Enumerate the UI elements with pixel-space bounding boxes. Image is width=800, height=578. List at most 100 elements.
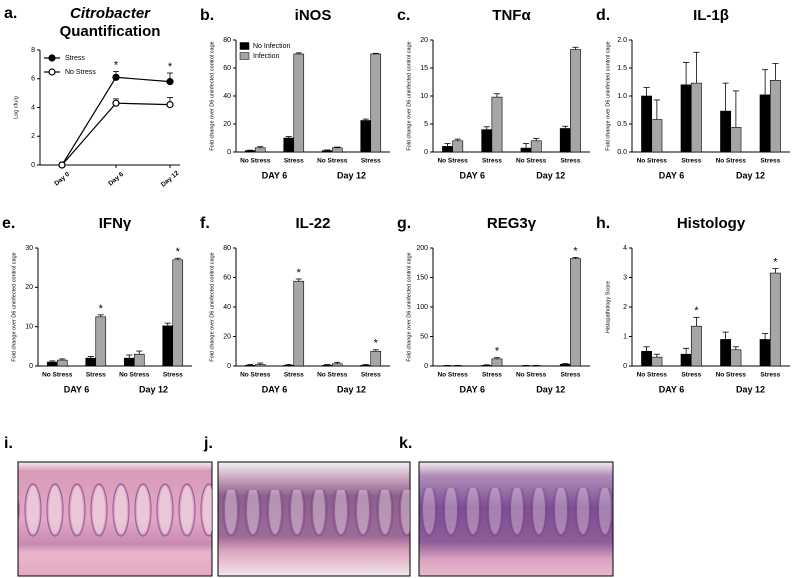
- bar: [680, 84, 692, 153]
- x-tick-label: Stress: [361, 158, 381, 165]
- point: [166, 78, 174, 86]
- y-tick-label: 60: [223, 65, 231, 72]
- x-tick-label: No Stress: [437, 158, 468, 165]
- y-tick-label: 20: [420, 37, 428, 44]
- bar: [442, 146, 453, 153]
- y-tick-label: 10: [25, 324, 33, 331]
- x-tick-label: No Stress: [119, 372, 150, 379]
- y-tick-label: 1: [623, 333, 627, 340]
- x-tick-label: No Stress: [240, 158, 271, 165]
- group-label: DAY 6: [459, 384, 485, 394]
- legend-label: Infection: [253, 53, 280, 60]
- bar: [491, 96, 503, 153]
- group-label: DAY 6: [459, 170, 485, 180]
- x-tick-label: Stress: [482, 372, 502, 379]
- legend-label: Stress: [65, 55, 85, 62]
- bar: [570, 49, 581, 153]
- x-tick-label: Stress: [284, 158, 304, 165]
- bar: [133, 353, 145, 367]
- line: [61, 76, 171, 166]
- panel-label: f.: [200, 215, 210, 232]
- y-axis-label: Log cfu/g: [13, 96, 19, 119]
- x-tick-label: No Stress: [240, 372, 271, 379]
- bar: [123, 357, 135, 367]
- bar: [283, 364, 295, 367]
- x-tick-label: Stress: [681, 158, 701, 165]
- x-tick-label: Stress: [560, 372, 580, 379]
- x-tick-label: No Stress: [637, 158, 668, 165]
- line: [61, 102, 171, 166]
- bar: [559, 363, 571, 367]
- bar: [491, 358, 503, 367]
- y-tick-label: 150: [416, 274, 428, 281]
- histology-image: [418, 461, 614, 577]
- y-tick-label: 80: [223, 37, 231, 44]
- y-tick-label: 2.0: [617, 37, 627, 44]
- y-tick-label: 0.0: [617, 149, 627, 156]
- y-axis-label: Fold change over D6 uninfected control c…: [209, 41, 215, 150]
- bar: [360, 120, 372, 153]
- y-tick-label: 0: [29, 363, 33, 370]
- bar: [690, 325, 702, 367]
- bar: [293, 53, 305, 153]
- bar: [254, 147, 266, 153]
- y-tick-label: 60: [223, 274, 231, 281]
- group-label: Day 12: [139, 384, 168, 394]
- bar: [283, 137, 295, 153]
- bar: [720, 110, 732, 153]
- y-tick-label: 40: [223, 304, 231, 311]
- significance-mark: *: [374, 338, 379, 350]
- bar: [769, 272, 781, 367]
- significance-mark: *: [168, 61, 173, 73]
- bar: [720, 339, 732, 367]
- legend-marker: [48, 54, 56, 62]
- bar: [759, 94, 771, 153]
- x-tick-label: No Stress: [437, 372, 468, 379]
- bar: [641, 95, 653, 153]
- y-axis-label: Fold change over D6 uninfected control c…: [11, 252, 17, 361]
- point: [58, 161, 66, 169]
- chart-title: Quantification: [60, 23, 161, 40]
- panel-label: b.: [200, 7, 214, 24]
- bar: [690, 82, 702, 153]
- bar: [85, 357, 97, 367]
- x-tick-label: No Stress: [637, 372, 668, 379]
- chart-title: IFNγ: [99, 215, 132, 232]
- bar: [172, 259, 184, 367]
- y-tick-label: 80: [223, 245, 231, 252]
- legend-label: No Stress: [65, 69, 96, 76]
- bar: [559, 128, 571, 153]
- significance-mark: *: [176, 246, 181, 258]
- bar: [520, 147, 532, 153]
- group-label: Day 12: [536, 170, 565, 180]
- y-axis-label: Fold change over D6 uninfected control c…: [406, 252, 412, 361]
- x-tick-label: Stress: [284, 372, 304, 379]
- panel-label: e.: [2, 215, 15, 232]
- y-tick-label: 6: [31, 76, 35, 83]
- y-tick-label: 1.5: [617, 65, 627, 72]
- significance-mark: *: [495, 346, 500, 358]
- bar: [46, 361, 58, 367]
- y-tick-label: 15: [420, 65, 428, 72]
- panel-label: i.: [4, 435, 13, 452]
- bar: [730, 127, 742, 153]
- chart-title: iNOS: [295, 7, 332, 24]
- group-label: Day 12: [736, 384, 765, 394]
- x-tick-label: No Stress: [716, 158, 747, 165]
- x-tick-label: No Stress: [516, 372, 547, 379]
- group-label: DAY 6: [262, 170, 288, 180]
- panel-label: g.: [397, 215, 411, 232]
- y-tick-label: 4: [623, 245, 627, 252]
- bar: [293, 280, 305, 367]
- bar: [370, 350, 382, 367]
- y-tick-label: 2: [623, 304, 627, 311]
- bar: [321, 150, 333, 153]
- y-tick-label: 40: [223, 93, 231, 100]
- y-tick-label: 100: [416, 304, 428, 311]
- chart-title: REG3γ: [487, 215, 537, 232]
- x-tick-label: Stress: [760, 372, 780, 379]
- bar: [481, 129, 493, 153]
- point: [112, 73, 120, 81]
- group-label: Day 12: [536, 384, 565, 394]
